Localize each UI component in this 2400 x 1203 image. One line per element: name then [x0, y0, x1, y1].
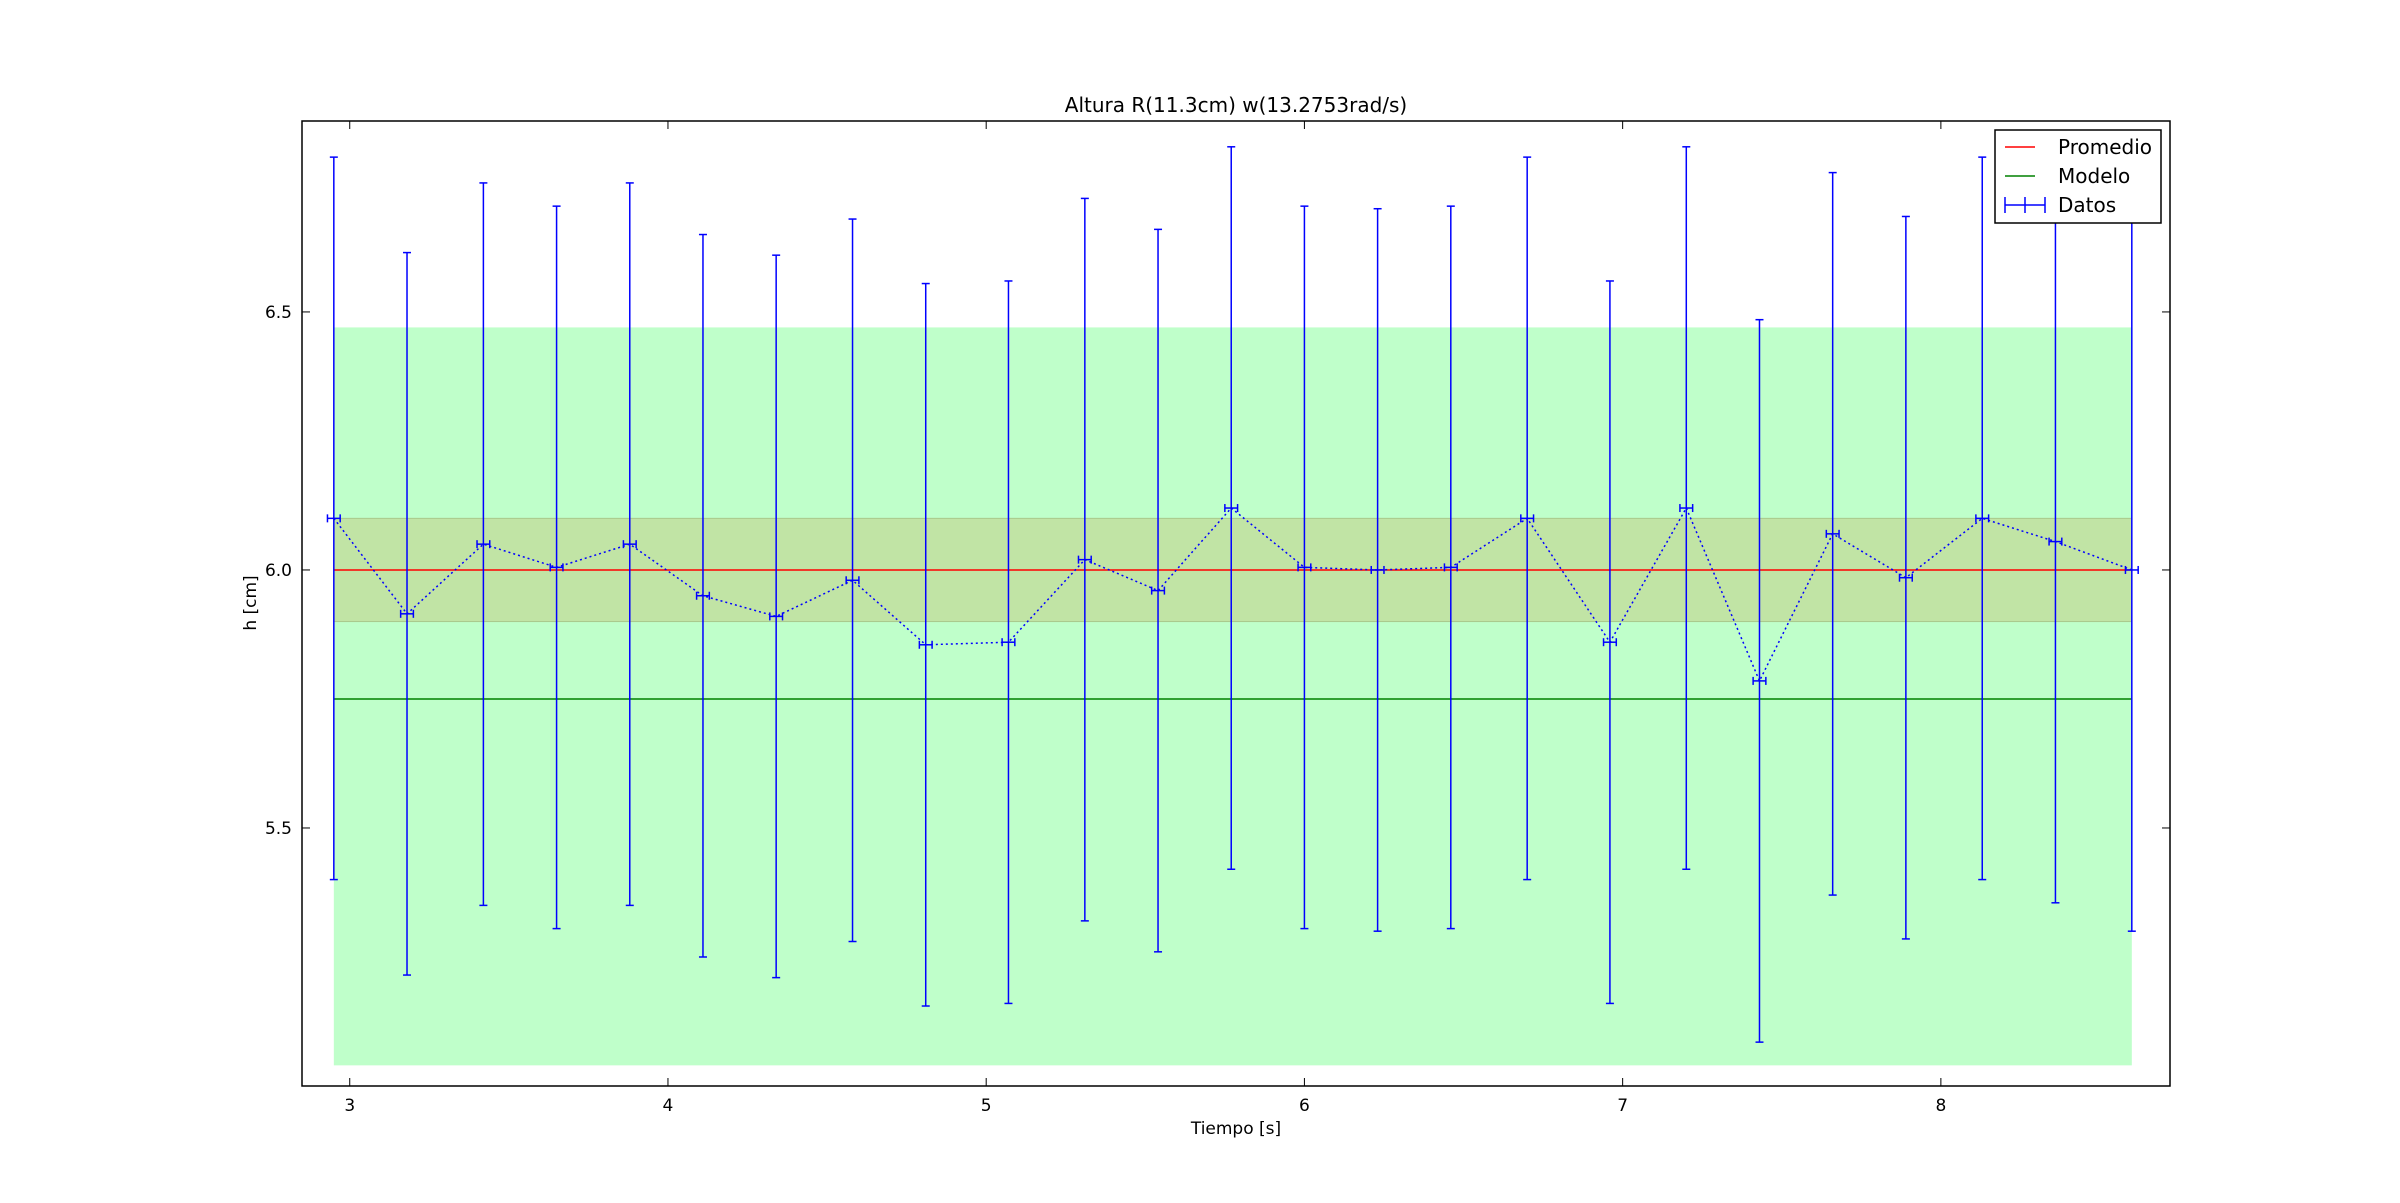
x-tick-label: 5 — [981, 1096, 992, 1116]
datos-point — [326, 156, 341, 881]
datos-point — [1077, 197, 1092, 922]
datos-point — [1825, 171, 1840, 896]
x-tick-label: 8 — [1935, 1096, 1946, 1116]
x-tick-label: 7 — [1617, 1096, 1628, 1116]
datos-point — [1898, 215, 1913, 940]
datos-point — [695, 233, 711, 958]
datos-point — [549, 205, 564, 930]
legend-label-modelo: Modelo — [2058, 164, 2130, 188]
datos-point — [1975, 156, 1990, 881]
datos-point — [1752, 318, 1767, 1043]
y-axis-label: h [cm] — [241, 575, 261, 630]
x-tick-label: 4 — [663, 1096, 674, 1116]
datos-point — [622, 182, 637, 907]
legend-label-datos: Datos — [2058, 193, 2116, 217]
datos-point — [1679, 146, 1694, 871]
datos-point — [399, 251, 415, 976]
datos-point — [845, 218, 860, 943]
datos-point — [476, 182, 491, 907]
datos-point — [1150, 228, 1166, 953]
datos-point — [1001, 280, 1016, 1005]
x-axis-label: Tiempo [s] — [1190, 1119, 1281, 1139]
datos-point — [1370, 207, 1385, 932]
data-series-layer — [326, 146, 2139, 1043]
y-tick-label: 6.5 — [265, 303, 292, 323]
datos-point — [1443, 205, 1458, 930]
chart-title: Altura R(11.3cm) w(13.2753rad/s) — [1065, 93, 1407, 117]
plot-area: 3 4 5 6 7 8 5.5 6.0 6.5 — [265, 120, 2171, 1116]
ticks-layer: 3 4 5 6 7 8 5.5 6.0 6.5 — [265, 121, 2170, 1116]
datos-point — [1224, 146, 1239, 871]
bands-layer — [333, 327, 2133, 1066]
x-tick-label: 6 — [1299, 1096, 1310, 1116]
datos-point — [1602, 280, 1618, 1005]
y-tick-label: 6.0 — [265, 561, 292, 581]
y-tick-label: 5.5 — [265, 819, 292, 839]
datos-point — [1297, 205, 1312, 930]
datos-point — [1520, 156, 1535, 881]
legend: Promedio Modelo Datos — [1994, 129, 2162, 224]
x-tick-label: 3 — [344, 1096, 355, 1116]
band-0 — [333, 327, 2132, 1066]
legend-swatch-datos — [2004, 197, 2046, 213]
plot-frame — [301, 120, 2171, 1087]
datos-point — [918, 282, 933, 1007]
datos-point — [769, 254, 784, 979]
legend-label-promedio: Promedio — [2058, 135, 2152, 159]
